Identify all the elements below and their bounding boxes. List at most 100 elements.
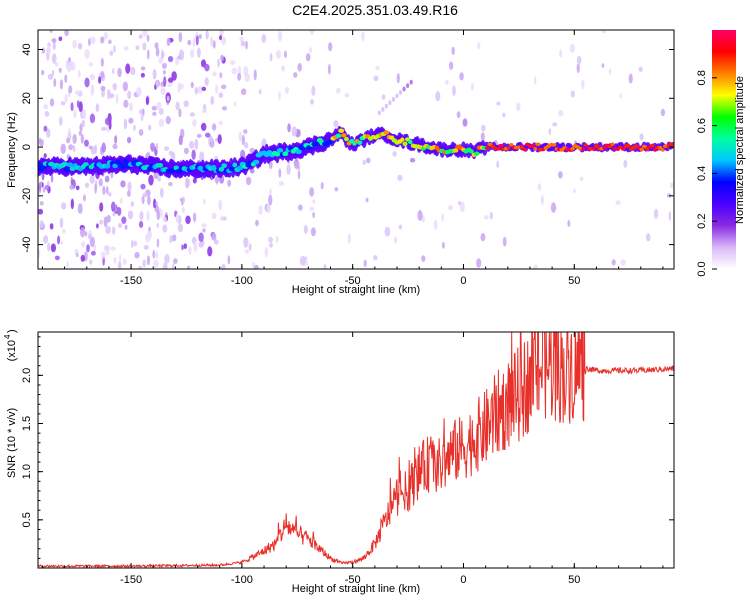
- heatmap-noise-point: [173, 258, 178, 264]
- heatmap-noise-point: [44, 110, 50, 117]
- heatmap-noise-point: [178, 108, 182, 118]
- heatmap-noise-point: [275, 236, 279, 243]
- heatmap-noise-point: [151, 105, 157, 111]
- heatmap-noise-point: [284, 50, 288, 59]
- heatmap-noise-point: [50, 243, 57, 253]
- heatmap-noise-point: [462, 118, 468, 127]
- heatmap-streak-point: [384, 103, 388, 109]
- heatmap-noise-point: [668, 211, 672, 222]
- heatmap-noise-point: [117, 67, 122, 78]
- y-tick-label: -40: [21, 237, 33, 253]
- heatmap-noise-point: [194, 138, 199, 150]
- heatmap-ridge-core: [400, 137, 405, 142]
- heatmap-noise-point: [398, 224, 403, 230]
- heatmap-noise-point: [98, 76, 102, 84]
- heatmap-noise-point: [39, 201, 44, 206]
- heatmap-noise-point: [127, 210, 134, 220]
- heatmap-noise-point: [75, 185, 80, 191]
- heatmap-noise-point: [286, 164, 291, 175]
- heatmap-noise-point: [120, 180, 126, 188]
- heatmap-noise-point: [142, 30, 148, 37]
- heatmap-noise-point: [227, 179, 232, 187]
- heatmap-noise-point: [60, 240, 64, 245]
- heatmap-noise-point: [611, 259, 616, 266]
- heatmap-noise-point: [147, 195, 151, 206]
- heatmap-ridge-core: [474, 151, 480, 156]
- heatmap-ridge-core: [650, 143, 655, 148]
- heatmap-noise-point: [459, 72, 464, 81]
- heatmap-noise-point: [77, 42, 83, 50]
- spectrogram-x-label: Height of straight line (km): [292, 284, 420, 296]
- heatmap-noise-point: [269, 52, 273, 62]
- heatmap-ridge-core: [661, 148, 665, 152]
- heatmap-noise-point: [166, 95, 170, 102]
- heatmap-ridge-core: [634, 144, 639, 148]
- heatmap-noise-point: [601, 63, 605, 68]
- snr-line: [38, 332, 674, 568]
- heatmap-noise-point: [126, 190, 131, 197]
- heatmap-noise-point: [269, 188, 272, 197]
- heatmap-noise-point: [73, 109, 77, 119]
- heatmap-noise-point: [211, 123, 217, 131]
- heatmap-noise-point: [298, 204, 303, 211]
- heatmap-noise-point: [161, 62, 167, 69]
- heatmap-noise-point: [266, 204, 271, 214]
- heatmap-ridge-core: [620, 147, 626, 151]
- heatmap-noise-point: [347, 233, 351, 244]
- heatmap-noise-point: [192, 36, 196, 48]
- heatmap-noise-point: [146, 210, 150, 221]
- heatmap-noise-point: [47, 242, 51, 252]
- heatmap-ridge-core: [525, 142, 530, 147]
- heatmap-noise-point: [278, 181, 285, 186]
- heatmap-noise-point: [211, 233, 217, 241]
- y-tick-label: 1.0: [21, 464, 33, 479]
- heatmap-noise-point: [80, 254, 86, 262]
- heatmap-noise-point: [134, 251, 140, 259]
- heatmap-noise-point: [84, 230, 88, 237]
- heatmap-noise-point: [80, 133, 85, 144]
- heatmap-noise-point: [72, 39, 77, 49]
- heatmap-noise-point: [496, 101, 501, 106]
- heatmap-noise-point: [101, 89, 106, 98]
- heatmap-noise-point: [333, 120, 339, 128]
- heatmap-noise-point: [393, 236, 398, 244]
- heatmap-ridge-core: [38, 162, 42, 167]
- heatmap-ridge-core: [581, 147, 585, 151]
- heatmap-noise-point: [118, 254, 122, 262]
- heatmap-noise-point: [154, 42, 159, 49]
- heatmap-ridge-core: [509, 142, 514, 147]
- heatmap-noise-point: [70, 198, 74, 210]
- heatmap-ridge-core: [533, 147, 538, 151]
- heatmap-noise-point: [140, 72, 145, 78]
- heatmap-noise-point: [220, 263, 226, 269]
- heatmap-ridge-core: [626, 143, 631, 148]
- heatmap-noise-point: [133, 124, 136, 131]
- heatmap-ridge-core: [63, 167, 71, 172]
- heatmap-noise-point: [158, 118, 164, 127]
- heatmap-ridge-core: [82, 162, 89, 167]
- x-tick-label: 50: [568, 275, 580, 287]
- snr-x-label: Height of straight line (km): [292, 583, 420, 595]
- heatmap-noise-point: [86, 244, 90, 253]
- heatmap-noise-point: [540, 194, 544, 206]
- heatmap-noise-point: [164, 253, 170, 264]
- heatmap-noise-point: [128, 117, 134, 124]
- heatmap-noise-point: [130, 239, 134, 248]
- heatmap-noise-point: [365, 197, 369, 203]
- y-tick-label: -20: [21, 188, 33, 204]
- heatmap-noise-point: [38, 248, 41, 258]
- heatmap-noise-point: [76, 100, 80, 108]
- heatmap-noise-point: [221, 106, 228, 111]
- heatmap-noise-point: [121, 216, 127, 224]
- heatmap-noise-point: [198, 232, 204, 242]
- heatmap-ridge-core: [210, 164, 217, 170]
- heatmap-noise-point: [268, 236, 273, 243]
- heatmap-noise-point: [141, 195, 145, 205]
- heatmap-noise-point: [177, 82, 181, 93]
- heatmap-ridge-core: [639, 147, 644, 152]
- heatmap-noise-point: [101, 142, 106, 153]
- heatmap-noise-point: [233, 101, 237, 107]
- heatmap-noise-point: [53, 78, 57, 88]
- heatmap-noise-point: [171, 71, 177, 81]
- heatmap-noise-point: [90, 250, 96, 256]
